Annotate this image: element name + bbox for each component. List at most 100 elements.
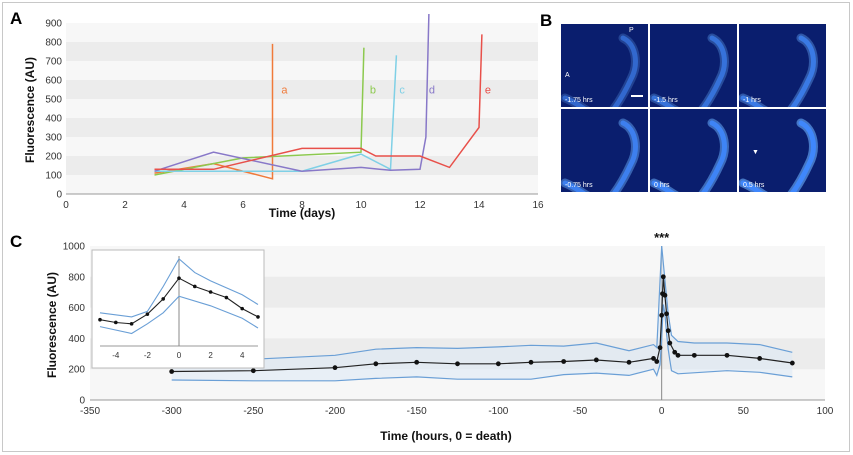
series-label-b: b <box>370 84 376 96</box>
x-tick-label: 12 <box>414 200 426 211</box>
mean-point <box>561 359 567 364</box>
x-tick-label: 0 <box>63 200 69 211</box>
x-tick-label: -50 <box>573 406 588 417</box>
x-tick-label: 10 <box>355 200 367 211</box>
inset-x-tick-label: 4 <box>240 351 245 360</box>
panel-a-y-label: Fluorescence (AU) <box>23 57 37 163</box>
inset-frame <box>91 249 265 369</box>
worm-body <box>562 120 638 192</box>
y-tick-label: 800 <box>45 38 62 49</box>
mean-point <box>332 365 338 371</box>
mean-point <box>672 349 678 355</box>
mean-point <box>675 352 681 358</box>
y-tick-label: 700 <box>45 57 62 68</box>
mean-point <box>593 357 599 363</box>
y-tick-label: 400 <box>45 114 62 125</box>
significance-annotation: *** <box>654 230 670 245</box>
panel-c-y-label: Fluorescence (AU) <box>45 272 59 378</box>
y-tick-label: 400 <box>68 334 85 345</box>
x-tick-label: 4 <box>181 200 187 211</box>
series-line-e <box>154 34 483 171</box>
inset-lower-line <box>99 295 259 335</box>
x-tick-label: -150 <box>407 406 427 417</box>
mean-point <box>665 328 671 334</box>
panel-a-x-label: Time (days) <box>269 206 335 220</box>
inset-mean-point <box>161 297 165 301</box>
series-line-d <box>154 14 430 172</box>
panel-c-letter: C <box>10 232 22 251</box>
worm-image <box>561 118 640 192</box>
frame-time-label: -1.75 hrs <box>565 97 593 104</box>
micrograph-frame: -1.5 hrs <box>650 24 737 107</box>
grid-band <box>66 80 538 99</box>
inset-mean-point <box>177 276 181 280</box>
y-tick-label: 100 <box>45 171 62 182</box>
panel-a-chart: A Fluorescence (AU) Time (days) 0 100 200 3… <box>10 9 544 220</box>
panel-b-letter: B <box>540 11 552 30</box>
inset-x-tick-label: -4 <box>112 351 120 360</box>
x-tick-label: -200 <box>325 406 345 417</box>
worm-body <box>651 35 727 107</box>
inset-mean-point <box>256 315 260 319</box>
mean-point <box>373 361 379 367</box>
x-tick-label: 100 <box>817 406 834 417</box>
y-tick-label: 300 <box>45 133 62 144</box>
mean-point <box>169 369 175 374</box>
inset-mean-point <box>208 290 213 294</box>
x-tick-label: 2 <box>122 200 128 211</box>
micrograph-frame: -0.75 hrs <box>561 109 648 192</box>
mean-point <box>651 356 656 361</box>
mean-point <box>789 360 795 366</box>
inset-mean-point <box>145 312 150 316</box>
inset-x-tick-label: 2 <box>208 351 213 360</box>
frame-time-label: -1.5 hrs <box>654 97 678 104</box>
frame-time-label: 0 hrs <box>654 182 670 189</box>
series-line-c <box>154 55 398 172</box>
mean-point <box>659 312 665 318</box>
inset-mean-point <box>193 284 197 289</box>
x-tick-label: 8 <box>299 200 305 211</box>
y-tick-label: 200 <box>68 365 85 376</box>
inset-upper-line <box>99 257 259 318</box>
x-tick-label: 0 <box>659 406 665 417</box>
inset-mean-point <box>114 320 118 325</box>
worm-image <box>739 118 818 192</box>
y-tick-label: 200 <box>45 152 62 163</box>
series-label-d: d <box>429 84 435 96</box>
inset-mean-point <box>98 317 102 322</box>
inset-mean-point <box>224 295 229 300</box>
micrograph-frame: -1 hrs <box>739 24 826 107</box>
posterior-label: P <box>629 27 634 34</box>
lower-bound-line <box>171 304 793 382</box>
micrograph-grid: -1.75 hrs A P -1.5 hrs -1 hrs -0.75 hrs 0 hrs 0… <box>561 24 826 192</box>
x-tick-label: 16 <box>532 200 544 211</box>
worm-body <box>651 120 727 192</box>
mean-point <box>626 359 632 365</box>
micrograph-frame: 0.5 hrs ▼ <box>739 109 826 192</box>
y-tick-label: 0 <box>79 396 85 407</box>
x-tick-label: 6 <box>240 200 246 211</box>
mean-point <box>657 345 663 351</box>
worm-body <box>740 35 816 107</box>
panel-c-chart: C Fluorescence (AU) Time (hours, 0 = dea… <box>10 230 834 443</box>
micrograph-frame: 0 hrs <box>650 109 737 192</box>
mean-point <box>455 361 460 367</box>
mean-point <box>662 292 668 298</box>
x-tick-label: -350 <box>80 406 100 417</box>
mean-point <box>250 368 256 374</box>
series-label-a: a <box>281 84 288 96</box>
y-tick-label: 500 <box>45 95 62 106</box>
worm-image <box>739 33 818 107</box>
mean-point <box>660 274 666 280</box>
x-tick-label: -250 <box>243 406 263 417</box>
mean-point <box>667 340 673 346</box>
panel-a-letter: A <box>10 9 22 28</box>
worm-image <box>650 118 729 192</box>
mean-point <box>724 352 730 358</box>
panel-a-plot: 0 100 200 300 400 500 600 700 800 900 0 2 4 6 8 10 12 14 1… <box>45 14 544 211</box>
frame-time-label: -0.75 hrs <box>565 182 593 189</box>
grid-band <box>66 118 538 137</box>
panel-b-micrographs: B -1.75 hrs A P -1.5 hrs -1 hrs -0.75 hrs 0 hr… <box>540 10 830 195</box>
x-tick-label: 50 <box>738 406 750 417</box>
